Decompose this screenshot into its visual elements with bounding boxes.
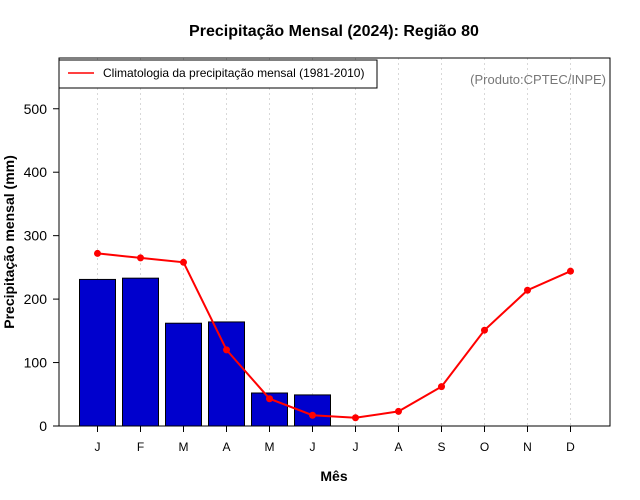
plot-frame — [58, 57, 611, 427]
source-note: (Produto:CPTEC/INPE) — [470, 72, 606, 87]
bar-M-2 — [165, 322, 202, 427]
y-tick-label: 0 — [39, 418, 47, 434]
x-tick-label: A — [394, 440, 402, 454]
climatology-point-4 — [266, 395, 273, 403]
x-tick-label: M — [265, 440, 275, 454]
x-tick-label: F — [137, 440, 144, 454]
bar-A-3 — [208, 321, 245, 427]
climatology-line — [97, 252, 571, 419]
x-tick-label: D — [566, 440, 575, 454]
y-tick-label: 200 — [24, 291, 48, 307]
x-tick-label: J — [353, 440, 359, 454]
climatology-point-1 — [137, 254, 144, 262]
x-tick-label: N — [523, 440, 532, 454]
x-axis-label: Mês — [320, 468, 347, 484]
climatology-point-5 — [309, 411, 316, 419]
bar-series — [79, 277, 331, 427]
x-tick-label: S — [437, 440, 445, 454]
climatology-point-10 — [524, 286, 531, 294]
bar-J-0 — [79, 278, 116, 427]
climatology-point-11 — [567, 267, 574, 275]
climatology-point-0 — [94, 249, 101, 257]
x-tick-label: M — [179, 440, 189, 454]
y-tick-label: 300 — [24, 228, 48, 244]
y-axis-ticks: 0 100 200 300 400 500 — [24, 101, 59, 434]
climatology-point-2 — [180, 258, 187, 266]
x-tick-label: J — [310, 440, 316, 454]
climatology-point-7 — [395, 407, 402, 415]
climatology-point-9 — [481, 326, 488, 334]
line-series — [94, 249, 574, 422]
legend-label: Climatologia da precipitação mensal (198… — [103, 66, 364, 80]
legend-box — [58, 59, 378, 89]
y-tick-label: 100 — [24, 355, 48, 371]
bar-F-1 — [122, 277, 159, 427]
y-tick-label: 400 — [24, 164, 48, 180]
x-tick-label: J — [95, 440, 101, 454]
x-tick-label: A — [222, 440, 230, 454]
climatology-point-8 — [438, 383, 445, 391]
chart-title: Precipitação Mensal (2024): Região 80 — [189, 23, 479, 40]
climatology-point-3 — [223, 346, 230, 354]
climatology-point-6 — [352, 414, 359, 422]
x-tick-label: O — [480, 440, 489, 454]
y-axis-label: Precipitação mensal (mm) — [1, 155, 17, 329]
legend: Climatologia da precipitação mensal (198… — [58, 59, 378, 89]
y-tick-label: 500 — [24, 101, 48, 117]
